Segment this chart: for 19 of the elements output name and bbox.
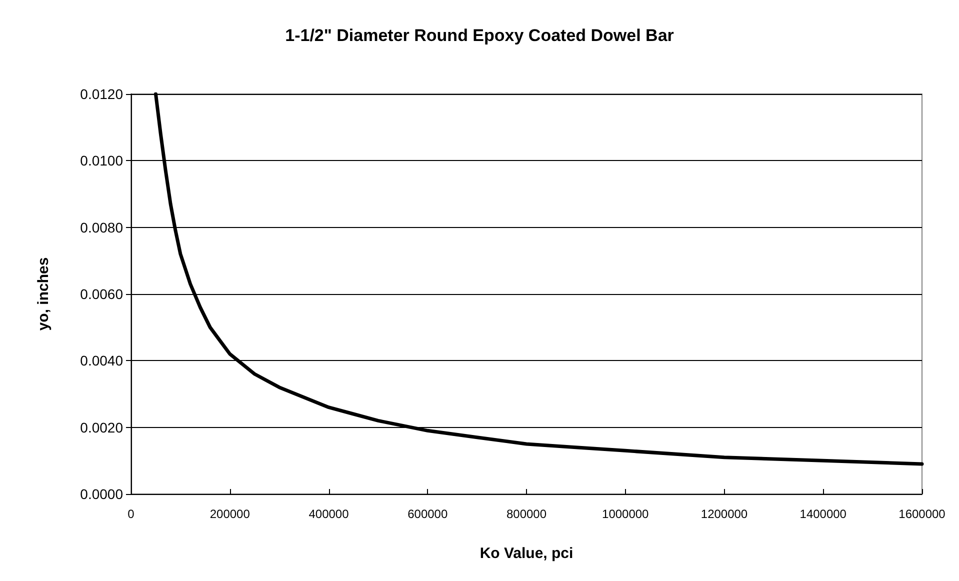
- y-tick-label: 0.0080: [80, 219, 124, 236]
- y-tick-label: 0.0040: [80, 352, 124, 369]
- x-tick-label: 200000: [210, 507, 250, 521]
- y-tick-label: 0.0060: [80, 286, 124, 302]
- x-tick-label: 600000: [408, 507, 448, 521]
- y-tick-label: 0.0000: [80, 486, 124, 502]
- y-tick-label: 0.0020: [80, 419, 124, 436]
- chart-title: 1-1/2" Diameter Round Epoxy Coated Dowel Bar: [285, 26, 674, 45]
- x-tick-label: 1200000: [700, 507, 748, 521]
- x-tick-label: 1400000: [800, 507, 847, 521]
- x-tick-label: 400000: [308, 507, 350, 521]
- x-tick-label: 0: [128, 507, 135, 521]
- y-tick-label: 0.0120: [80, 86, 124, 102]
- y-axis-title: yo, inches: [35, 257, 52, 331]
- y-tick-label: 0.0100: [80, 152, 124, 169]
- x-tick-label: 800000: [506, 507, 547, 521]
- x-tick-label: 1000000: [602, 507, 650, 521]
- x-tick-label: 1600000: [898, 507, 946, 521]
- x-axis-title: Ko Value, pci: [480, 545, 574, 562]
